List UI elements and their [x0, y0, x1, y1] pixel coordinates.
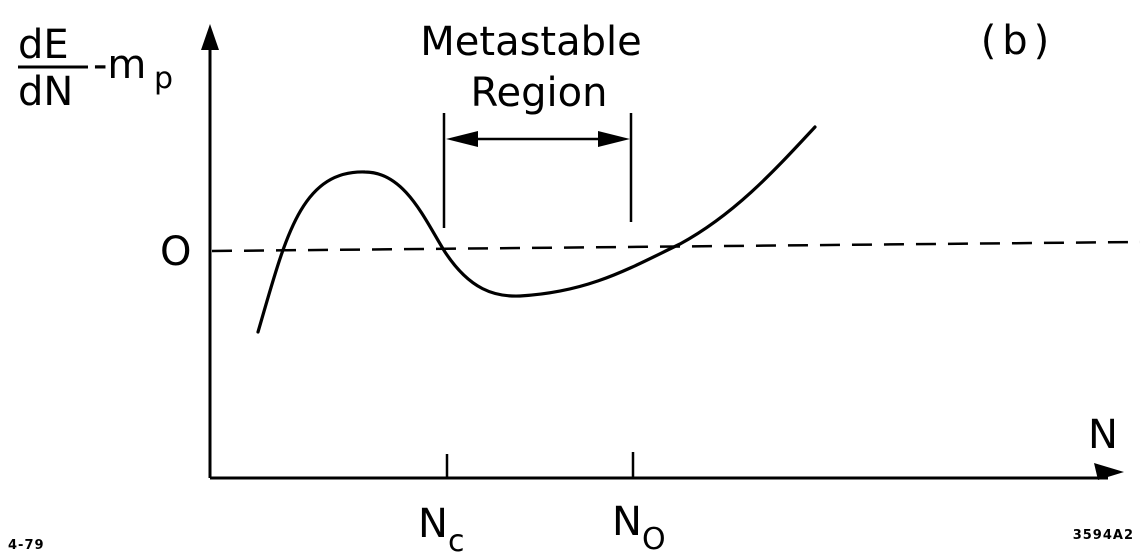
- dE-dN-curve: [256, 125, 817, 334]
- tick-label-nc: N: [418, 501, 448, 547]
- y-label-subscript-p: p: [154, 61, 173, 96]
- x-axis-label: N: [1088, 412, 1118, 458]
- region-arrowhead-right: [598, 131, 630, 147]
- zero-label: O: [160, 229, 191, 275]
- figure-code: 3594A2: [1073, 528, 1134, 543]
- panel-label: (b): [981, 18, 1056, 64]
- tick-label-n0-subscript: O: [642, 522, 666, 554]
- region-label-line2: Region: [471, 70, 608, 116]
- region-label-line1: Metastable: [420, 19, 641, 65]
- region-arrowhead-left: [446, 131, 478, 147]
- y-label-minus-m: -m: [93, 42, 146, 88]
- y-label-numerator: dE: [18, 22, 69, 68]
- date-code: 4-79: [8, 538, 45, 553]
- y-label-denominator: dN: [18, 69, 73, 115]
- tick-label-n0: N: [612, 499, 642, 545]
- y-axis-arrowhead: [201, 24, 219, 50]
- x-axis-arrowhead: [1094, 463, 1124, 480]
- tick-label-nc-subscript: c: [448, 524, 465, 554]
